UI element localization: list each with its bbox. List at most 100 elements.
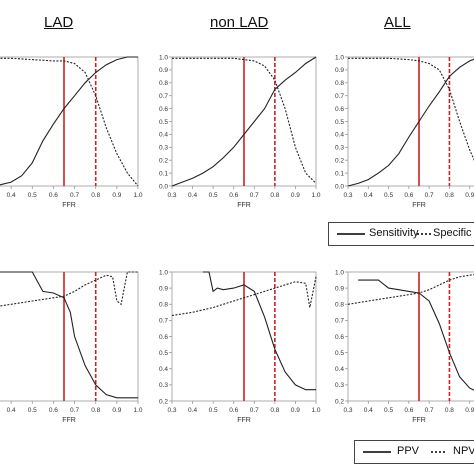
y-tick-label: 0.8 (159, 302, 168, 309)
y-tick-label: 0.9 (159, 285, 168, 292)
y-tick-label: 0.4 (335, 366, 344, 373)
y-tick-label: 0.4 (335, 132, 344, 139)
x-tick-label: 0.7 (425, 407, 434, 414)
legend-sensitivity-label: Sensitivity (369, 227, 419, 239)
y-tick-label: 0.8 (335, 80, 344, 87)
y-tick-label: 0.2 (159, 398, 168, 405)
y-tick-label: 0.7 (159, 93, 168, 100)
legend-ppv-label: PPV (397, 445, 420, 457)
x-tick-label: 0.5 (28, 192, 37, 199)
x-tick-label: 0.4 (188, 407, 197, 414)
y-tick-label: 0.6 (159, 334, 168, 341)
column-title-lad: LAD (44, 14, 74, 31)
x-tick-label: 0.7 (425, 192, 434, 199)
y-tick-label: 0.9 (335, 67, 344, 74)
y-tick-label: 0.7 (335, 318, 344, 325)
series-npv (171, 276, 317, 317)
x-axis-label: FFR (237, 417, 251, 424)
series-ppv (358, 279, 474, 391)
x-tick-label: 0.5 (209, 407, 218, 414)
x-tick-label: 1.0 (311, 407, 320, 414)
x-tick-label: 0.7 (70, 192, 79, 199)
y-tick-label: 0.8 (335, 302, 344, 309)
x-tick-label: 0.9 (291, 407, 300, 414)
legend-top: Sensitivity Specific (328, 222, 474, 246)
x-tick-label: 0.5 (384, 407, 393, 414)
y-tick-label: 1.0 (335, 54, 344, 61)
x-tick-label: 0.6 (404, 192, 413, 199)
y-tick-label: 0.0 (159, 183, 168, 190)
y-tick-label: 0.5 (335, 119, 344, 126)
column-title-non-lad: non LAD (210, 14, 269, 31)
x-tick-label: 0.7 (250, 192, 259, 199)
y-tick-label: 0.2 (335, 398, 344, 405)
y-tick-label: 0.6 (335, 334, 344, 341)
legend-bottom: PPV NPV (354, 440, 474, 464)
plot-frame (0, 271, 139, 402)
x-tick-label: 0.9 (465, 407, 474, 414)
y-tick-label: 0.2 (335, 158, 344, 165)
x-axis-label: FFR (237, 202, 251, 209)
series-specificity (348, 57, 474, 162)
x-axis-label: FFR (62, 417, 76, 424)
y-tick-label: 0.2 (159, 158, 168, 165)
x-tick-label: 0.8 (445, 192, 454, 199)
series-npv (347, 273, 474, 305)
x-tick-label: 0.3 (343, 192, 352, 199)
column-title-all: ALL (384, 14, 411, 31)
x-tick-label: 0.6 (49, 407, 58, 414)
y-tick-label: 0.4 (159, 366, 168, 373)
series-sensitivity (347, 58, 474, 187)
y-tick-label: 0.3 (335, 145, 344, 152)
x-tick-label: 0.8 (91, 407, 100, 414)
y-tick-label: 0.9 (159, 67, 168, 74)
x-tick-label: 0.8 (91, 192, 100, 199)
x-tick-label: 0.7 (250, 407, 259, 414)
y-tick-label: 0.5 (159, 119, 168, 126)
x-tick-label: 0.9 (112, 192, 121, 199)
y-tick-label: 1.0 (159, 269, 168, 276)
x-axis-label: FFR (62, 202, 76, 209)
x-tick-label: 0.4 (7, 192, 16, 199)
x-tick-label: 0.5 (209, 192, 218, 199)
legend-specificity-label: Specific (433, 227, 472, 239)
x-tick-label: 0.3 (167, 192, 176, 199)
y-tick-label: 0.1 (159, 170, 168, 177)
y-tick-label: 0.6 (335, 106, 344, 113)
x-tick-label: 1.0 (133, 407, 142, 414)
x-tick-label: 0.8 (270, 407, 279, 414)
y-tick-label: 0.4 (159, 132, 168, 139)
y-tick-label: 0.5 (335, 350, 344, 357)
y-tick-label: 1.0 (159, 54, 168, 61)
x-tick-label: 0.4 (7, 407, 16, 414)
y-tick-label: 0.6 (159, 106, 168, 113)
series-ppv (0, 271, 138, 399)
y-tick-label: 0.9 (335, 285, 344, 292)
x-tick-label: 1.0 (133, 192, 142, 199)
x-tick-label: 0.9 (465, 192, 474, 199)
x-tick-label: 0.5 (28, 407, 37, 414)
y-tick-label: 0.8 (159, 80, 168, 87)
y-tick-label: 0.5 (159, 350, 168, 357)
x-tick-label: 0.4 (364, 192, 373, 199)
x-tick-label: 0.6 (49, 192, 58, 199)
y-tick-label: 1.0 (335, 269, 344, 276)
y-tick-label: 0.0 (335, 183, 344, 190)
y-tick-label: 0.1 (335, 170, 344, 177)
x-tick-label: 1.0 (311, 192, 320, 199)
y-tick-label: 0.3 (335, 382, 344, 389)
series-specificity (172, 57, 317, 184)
plot-frame (0, 56, 139, 187)
y-tick-label: 0.7 (159, 318, 168, 325)
x-axis-label: FFR (412, 417, 426, 424)
x-tick-label: 0.5 (384, 192, 393, 199)
y-tick-label: 0.3 (159, 145, 168, 152)
x-tick-label: 0.9 (112, 407, 121, 414)
x-tick-label: 0.3 (343, 407, 352, 414)
x-tick-label: 0.7 (70, 407, 79, 414)
y-tick-label: 0.3 (159, 382, 168, 389)
x-axis-label: FFR (412, 202, 426, 209)
x-tick-label: 0.6 (229, 192, 238, 199)
plot-frame (347, 56, 474, 187)
